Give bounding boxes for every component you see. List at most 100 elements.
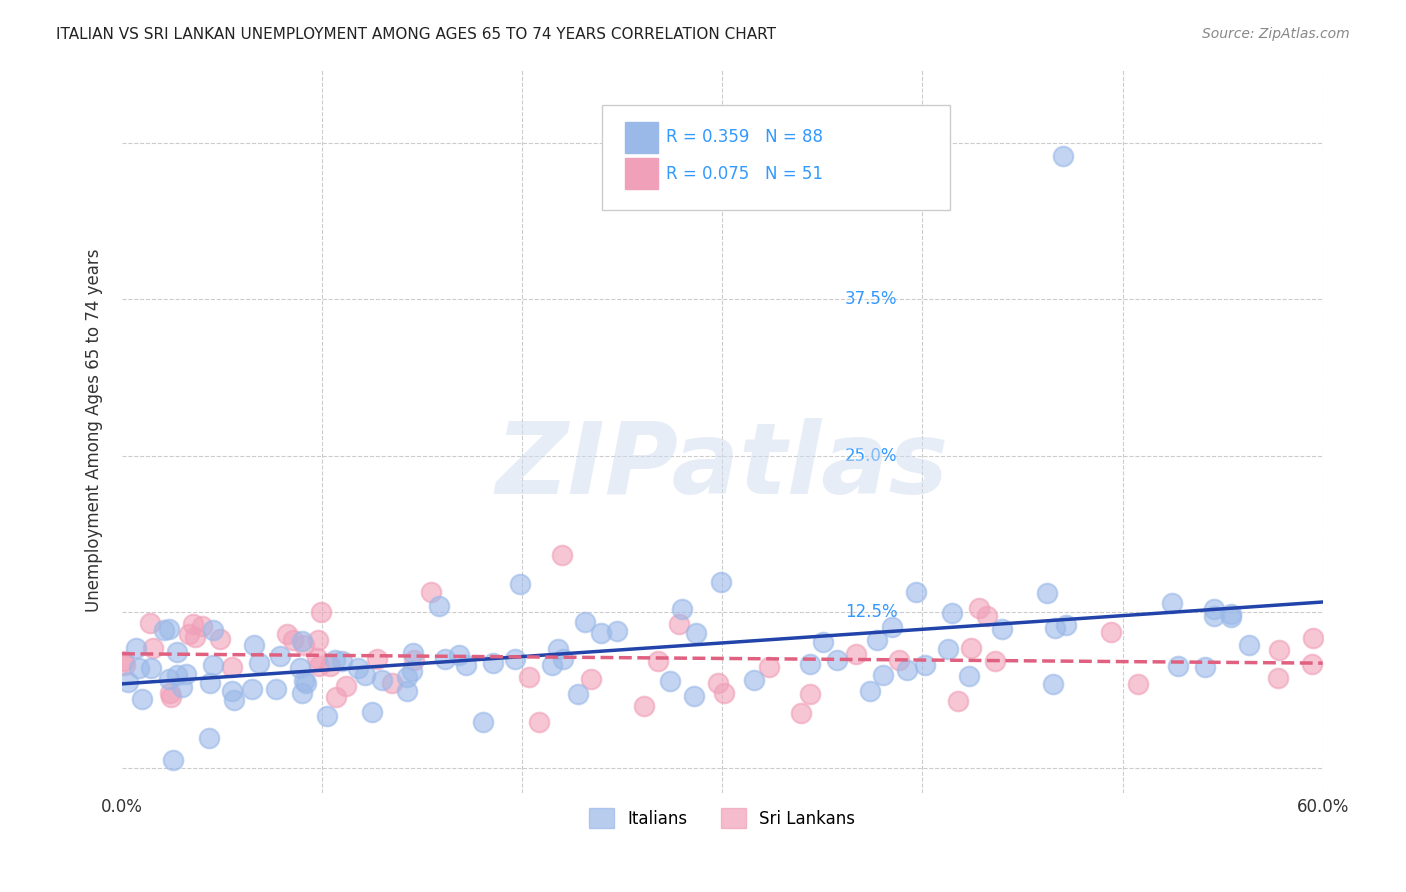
Italians	[1220, 607, 1243, 621]
Sri Lankans	[181, 617, 204, 632]
Italians	[503, 652, 526, 666]
Italians	[872, 668, 894, 682]
Sri Lankans	[276, 627, 298, 641]
Italians	[1043, 621, 1066, 635]
Sri Lankans	[1302, 631, 1324, 645]
Italians	[294, 676, 316, 690]
Italians	[941, 607, 963, 621]
Sri Lankans	[208, 632, 231, 647]
FancyBboxPatch shape	[626, 122, 658, 153]
Italians	[896, 663, 918, 677]
Sri Lankans	[1126, 677, 1149, 691]
Sri Lankans	[1099, 625, 1122, 640]
Sri Lankans	[281, 633, 304, 648]
Sri Lankans	[529, 715, 551, 730]
Italians	[671, 601, 693, 615]
Sri Lankans	[159, 686, 181, 700]
Sri Lankans	[305, 650, 328, 665]
Italians	[243, 638, 266, 652]
Sri Lankans	[325, 690, 347, 704]
Italians	[128, 661, 150, 675]
Italians	[1167, 659, 1189, 673]
Text: 37.5%: 37.5%	[845, 291, 897, 309]
Italians	[240, 682, 263, 697]
Italians	[433, 651, 456, 665]
Italians	[1237, 638, 1260, 652]
Italians	[166, 645, 188, 659]
Italians	[540, 657, 562, 672]
Sri Lankans	[292, 638, 315, 652]
Italians	[914, 657, 936, 672]
Italians	[1194, 660, 1216, 674]
Italians	[472, 715, 495, 730]
Italians	[825, 653, 848, 667]
Legend: Italians, Sri Lankans: Italians, Sri Lankans	[582, 801, 862, 835]
Sri Lankans	[420, 585, 443, 599]
Text: R = 0.075   N = 51: R = 0.075 N = 51	[666, 164, 823, 183]
Italians	[456, 658, 478, 673]
Sri Lankans	[976, 609, 998, 624]
Italians	[481, 656, 503, 670]
Sri Lankans	[381, 676, 404, 690]
Italians	[742, 673, 765, 687]
Italians	[449, 648, 471, 663]
Italians	[991, 622, 1014, 636]
Sri Lankans	[112, 654, 135, 668]
Italians	[291, 634, 314, 648]
Italians	[291, 686, 314, 700]
Sri Lankans	[969, 600, 991, 615]
Italians	[866, 633, 889, 648]
Italians	[710, 574, 733, 589]
Sri Lankans	[946, 694, 969, 708]
Sri Lankans	[190, 619, 212, 633]
Italians	[162, 752, 184, 766]
Sri Lankans	[221, 660, 243, 674]
Italians	[198, 675, 221, 690]
Sri Lankans	[707, 675, 730, 690]
Italians	[131, 692, 153, 706]
Italians	[353, 668, 375, 682]
Sri Lankans	[366, 652, 388, 666]
Sri Lankans	[845, 648, 868, 662]
Italians	[1042, 677, 1064, 691]
Italians	[346, 661, 368, 675]
Text: ITALIAN VS SRI LANKAN UNEMPLOYMENT AMONG AGES 65 TO 74 YEARS CORRELATION CHART: ITALIAN VS SRI LANKAN UNEMPLOYMENT AMONG…	[56, 27, 776, 42]
Italians	[202, 657, 225, 672]
Italians	[141, 660, 163, 674]
Italians	[330, 654, 353, 668]
Italians	[157, 622, 180, 636]
Text: 25.0%: 25.0%	[845, 447, 897, 465]
Italians	[509, 576, 531, 591]
Sri Lankans	[114, 657, 136, 672]
Italians	[401, 664, 423, 678]
FancyBboxPatch shape	[626, 158, 658, 189]
Sri Lankans	[517, 670, 540, 684]
Italians	[361, 705, 384, 719]
Italians	[1160, 597, 1182, 611]
Italians	[685, 626, 707, 640]
Italians	[567, 687, 589, 701]
Sri Lankans	[713, 686, 735, 700]
Sri Lankans	[184, 630, 207, 644]
Italians	[153, 623, 176, 637]
Italians	[904, 585, 927, 599]
Italians	[1204, 609, 1226, 624]
Sri Lankans	[799, 687, 821, 701]
Italians	[799, 657, 821, 671]
Sri Lankans	[1267, 671, 1289, 685]
Italians	[125, 641, 148, 656]
Italians	[813, 635, 835, 649]
Italians	[429, 599, 451, 613]
Sri Lankans	[335, 679, 357, 693]
Sri Lankans	[647, 654, 669, 668]
Italians	[1220, 610, 1243, 624]
Italians	[288, 661, 311, 675]
Sri Lankans	[668, 616, 690, 631]
Text: R = 0.359   N = 88: R = 0.359 N = 88	[666, 128, 823, 146]
Italians	[1054, 618, 1077, 632]
Italians	[269, 649, 291, 664]
Sri Lankans	[1267, 643, 1289, 657]
Italians	[316, 708, 339, 723]
Italians	[402, 646, 425, 660]
Italians	[1036, 586, 1059, 600]
